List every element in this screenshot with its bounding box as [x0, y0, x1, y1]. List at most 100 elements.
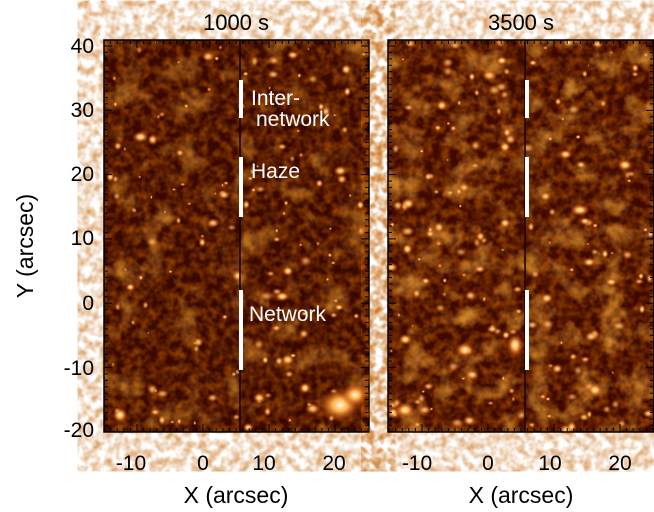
bright-spot: [112, 75, 117, 82]
bright-spot: [113, 141, 123, 151]
bright-spot: [559, 340, 564, 345]
bright-spot: [416, 393, 426, 404]
bright-spot: [340, 64, 352, 75]
bright-spot: [283, 200, 289, 206]
bright-spot: [343, 86, 352, 97]
bright-spot: [252, 338, 265, 351]
bright-spot: [590, 248, 599, 256]
y-tick-label: 0: [82, 292, 94, 315]
bright-spot: [130, 206, 137, 214]
bright-spot: [634, 278, 644, 285]
bright-spot: [441, 291, 448, 297]
bright-spot: [587, 63, 590, 67]
bright-spot: [391, 143, 400, 155]
x-tick-label: 20: [322, 452, 345, 475]
haze-label: Haze: [251, 160, 300, 183]
left-panel: Inter- network Haze Network: [103, 39, 370, 433]
bright-patch: [455, 342, 475, 358]
bright-spot: [542, 45, 549, 51]
bright-spot: [404, 39, 416, 48]
bright-spot: [403, 103, 415, 112]
bright-spot: [470, 162, 480, 169]
bright-spot: [168, 269, 173, 274]
bright-spot: [433, 189, 440, 195]
bright-spot: [132, 131, 150, 143]
bright-spot: [528, 59, 538, 66]
bright-spot: [500, 90, 509, 100]
bright-spot: [226, 224, 237, 231]
bright-spot: [251, 187, 256, 193]
right-internetwork-marker: [525, 80, 529, 118]
bright-spot: [501, 375, 506, 381]
bright-spot: [461, 377, 466, 381]
left-panel-title: 1000 s: [203, 10, 269, 35]
bright-spot: [617, 419, 627, 428]
bright-spot: [176, 60, 181, 64]
bright-spot: [306, 47, 311, 51]
bright-spot: [397, 312, 401, 318]
x-tick-labels-right: -10 0 10 20: [402, 452, 632, 475]
bright-spot: [274, 228, 279, 234]
bright-spot: [157, 414, 167, 426]
x-tick-labels-left: -10 0 10 20: [116, 452, 346, 475]
bright-spot: [223, 181, 229, 186]
x-tick-label: 0: [197, 452, 209, 475]
bright-spot: [147, 134, 158, 146]
bright-spot: [626, 170, 637, 178]
bright-patch: [570, 204, 590, 216]
bright-spot: [286, 50, 300, 60]
right-network-marker: [525, 290, 529, 370]
internetwork-marker: [239, 80, 243, 118]
bright-spot: [501, 330, 511, 340]
x-axis-label-right: X (arcsec): [469, 482, 574, 508]
bright-spot: [411, 324, 414, 328]
x-tick-label: 10: [252, 452, 275, 475]
bright-spot: [455, 187, 463, 196]
bright-spot: [412, 288, 422, 299]
bright-spot: [558, 149, 573, 160]
bright-spot: [317, 102, 325, 111]
bright-spot: [263, 406, 272, 417]
bright-spot: [325, 277, 330, 282]
bright-spot: [519, 142, 536, 154]
bright-spot: [328, 226, 333, 231]
bright-spot: [171, 187, 177, 192]
bright-spot: [548, 207, 557, 216]
bright-spot: [125, 283, 136, 292]
bright-spot: [494, 36, 507, 48]
bright-spot: [449, 125, 457, 132]
bright-spot: [106, 172, 115, 182]
bright-spot: [575, 134, 581, 140]
bright-spot: [434, 124, 442, 132]
bright-spot: [568, 352, 578, 361]
bright-spot: [261, 355, 269, 365]
bright-spot: [610, 399, 621, 409]
bright-patch: [587, 383, 603, 397]
y-axis-label: Y (arcsec): [12, 194, 38, 298]
bright-spot: [232, 270, 244, 282]
bright-spot: [298, 242, 304, 247]
bright-spot: [446, 121, 451, 126]
bright-spot: [429, 407, 434, 411]
bright-spot: [462, 415, 477, 427]
bright-spot: [183, 103, 189, 109]
bright-spot: [130, 319, 136, 326]
bright-spot: [341, 125, 349, 134]
bright-spot: [266, 270, 276, 277]
bright-spot: [113, 101, 118, 108]
bright-spot: [315, 178, 324, 188]
bright-spot: [163, 210, 167, 215]
right-panel: [384, 36, 654, 436]
bright-spot: [602, 405, 612, 414]
bright-spot: [421, 277, 431, 285]
bright-spot: [631, 63, 640, 73]
bright-spot: [566, 421, 577, 433]
x-axis-label-left: X (arcsec): [184, 482, 289, 508]
bright-spot: [446, 360, 460, 373]
bright-spot: [193, 420, 197, 426]
bright-spot: [221, 314, 228, 320]
bright-spot: [642, 409, 654, 418]
bright-spot: [232, 413, 241, 421]
right-panel-title: 3500 s: [488, 10, 554, 35]
bright-spot: [611, 320, 627, 332]
